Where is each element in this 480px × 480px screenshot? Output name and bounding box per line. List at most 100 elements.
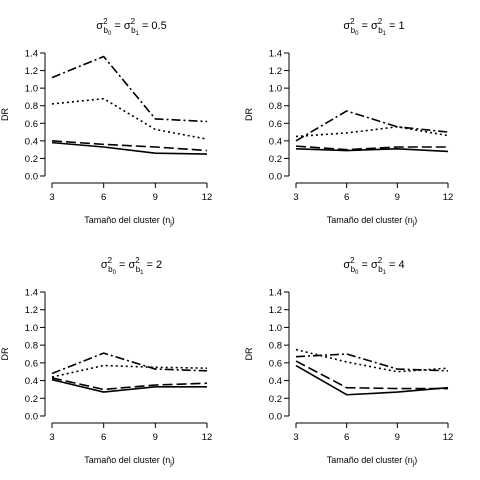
x-tick-label: 3 [293,432,298,443]
y-tick-label: 1.2 [25,305,38,316]
y-tick-label: 1.4 [269,288,282,299]
title-subscript-index: 1 [140,270,144,276]
y-tick-label: 1.0 [25,84,38,95]
y-tick-label: 1.2 [25,66,38,77]
x-tick-label: 9 [395,192,400,203]
title-superscript: 2 [378,17,383,26]
y-tick-label: 0.4 [269,376,282,387]
series-line-solid [295,147,449,153]
y-axis-label: DR [0,108,10,121]
y-tick-label: 1.2 [269,305,282,316]
y-tick-label: 0.4 [25,136,38,147]
y-tick-label: 0.6 [269,119,282,130]
title-superscript: 2 [135,256,140,265]
y-tick-label: 0.4 [25,376,38,387]
title-superscript: 2 [131,17,136,26]
x-tick-label: 12 [202,432,213,443]
y-axis-label: DR [244,108,254,121]
title-subscript-b: b [108,265,113,274]
title-subscript-b: b [351,26,356,35]
title-superscript: 2 [103,17,108,26]
y-tick-label: 0.0 [25,172,38,183]
y-tick-label: 0.2 [269,154,282,165]
title-subscript-index: 1 [136,31,140,37]
x-axis-label-close: ) [414,215,417,225]
y-tick-label: 0.2 [25,394,38,405]
x-tick-label: 3 [49,192,54,203]
y-tick-label: 1.0 [269,84,282,95]
title-subscript-b: b [136,265,141,274]
series-line-dashed [295,145,448,151]
x-tick-label: 3 [293,192,298,203]
series-line-dotted [51,364,208,378]
title-value: = 2 [143,259,162,271]
x-tick-label: 6 [344,192,349,203]
series-line-dotted [295,126,449,138]
y-tick-label: 1.0 [269,323,282,334]
x-axis-label: Tamaño del cluster (nj) [327,215,418,228]
panel-title: σ2 b0 = σ2 b1 = 0.5 [96,17,166,37]
x-tick-label: 6 [344,432,349,443]
y-tick-label: 0.8 [269,341,282,352]
series-line-dashed [295,360,448,390]
title-subscript-b: b [131,26,136,35]
x-axis-label-close: ) [414,455,417,465]
y-axis-label: DR [244,347,254,360]
title-sigma: σ [343,20,350,32]
series-line-dashdot [295,353,449,372]
y-tick-label: 0.6 [25,358,38,369]
title-equals-sigma: = σ [358,259,378,271]
y-tick-label: 0.2 [25,154,38,165]
x-axis-label-text: Tamaño del cluster (n [327,215,413,225]
y-tick-label: 0.0 [269,412,282,423]
title-superscript: 2 [350,17,355,26]
title-superscript: 2 [378,256,383,265]
panel-title: σ2 b0 = σ2 b1 = 1 [343,17,404,37]
title-equals-sigma: = σ [358,20,378,32]
title-superscript: 2 [108,256,113,265]
series-line-solid [295,364,449,396]
title-superscript: 2 [350,256,355,265]
series-line-dashed [51,377,208,391]
series-line-dashed [51,140,208,152]
panel-title: σ2 b0 = σ2 b1 = 4 [343,256,404,276]
y-tick-label: 1.4 [25,49,38,60]
title-value: = 4 [386,259,405,271]
title-subscript-b: b [378,26,383,35]
title-subscript-index: 0 [355,31,359,37]
x-tick-label: 9 [153,432,158,443]
y-axis-label: DR [0,347,10,360]
x-axis-label: Tamaño del cluster (nj) [327,455,418,468]
y-tick-label: 0.2 [269,394,282,405]
title-subscript-index: 0 [355,270,359,276]
series-line-dashdot [51,352,208,375]
x-tick-label: 3 [49,432,54,443]
title-equals-sigma: = σ [116,259,136,271]
series-line-dashdot [51,55,208,123]
title-subscript-b: b [351,265,356,274]
y-tick-label: 0.6 [25,119,38,130]
series-line-dotted [295,348,449,373]
x-axis-label-text: Tamaño del cluster (n [84,455,170,465]
y-tick-label: 0.0 [269,172,282,183]
title-value: = 0.5 [139,20,167,32]
title-subscript-index: 0 [108,31,112,37]
y-tick-label: 0.8 [269,101,282,112]
y-tick-label: 0.8 [25,101,38,112]
x-axis-label-subscript: j [169,461,172,468]
title-sigma: σ [101,259,108,271]
y-tick-label: 0.8 [25,341,38,352]
x-tick-label: 6 [101,432,106,443]
title-subscript-index: 1 [383,31,387,37]
x-tick-label: 6 [101,192,106,203]
panel-title: σ2 b0 = σ2 b1 = 2 [101,256,162,276]
x-axis-label: Tamaño del cluster (nj) [84,215,175,228]
title-subscript-b: b [104,26,109,35]
x-axis-label-subscript: j [412,461,415,468]
title-sigma: σ [96,20,103,32]
series-line-dashdot [295,110,449,142]
